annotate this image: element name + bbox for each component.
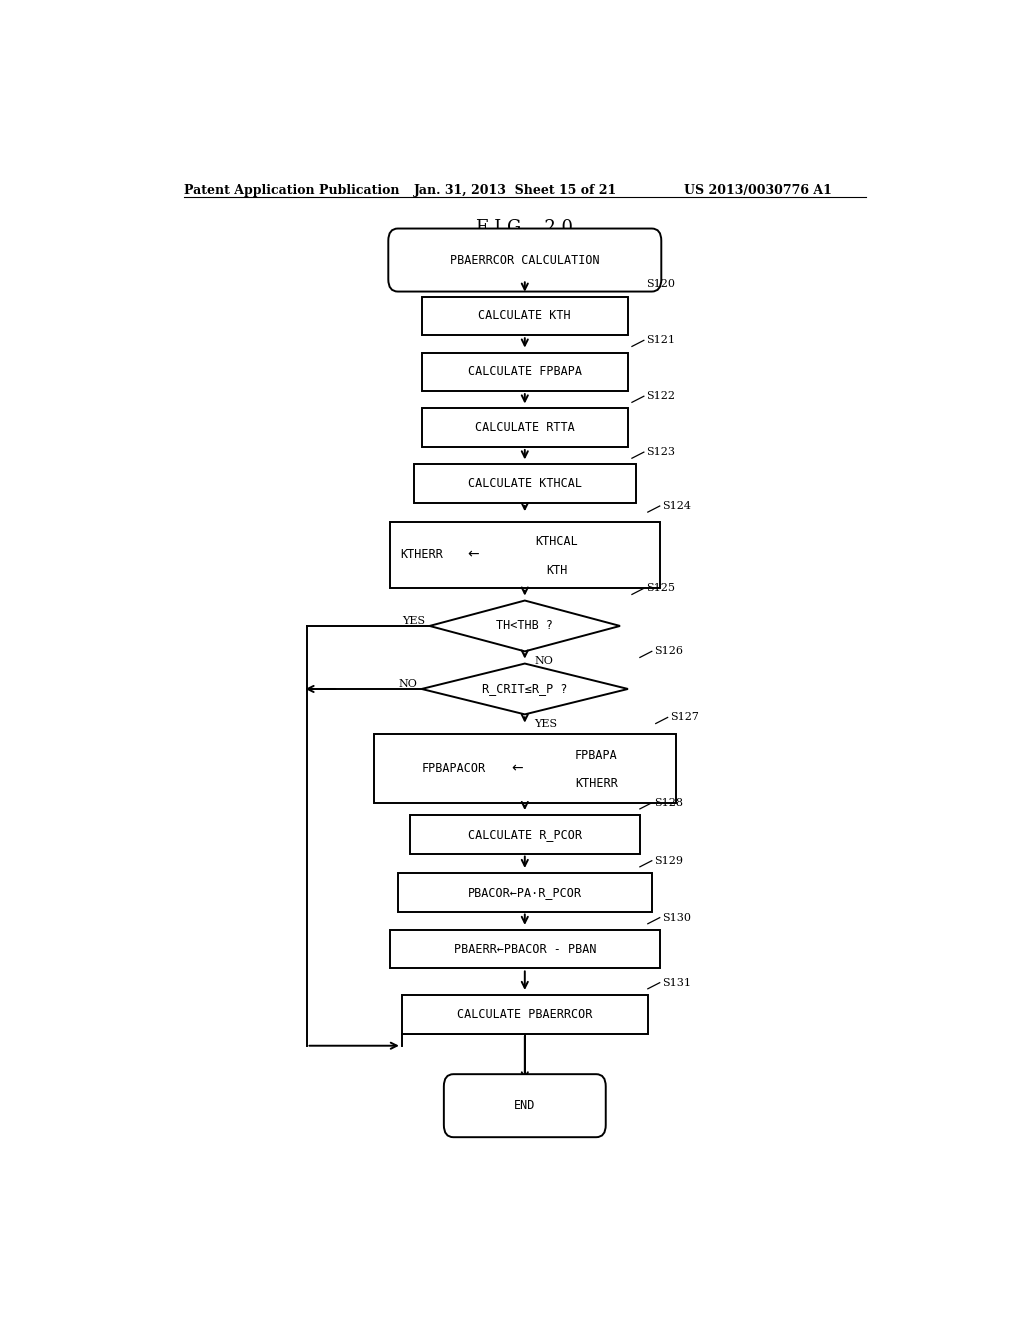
Bar — [410, 814, 640, 854]
Text: NO: NO — [535, 656, 553, 667]
Text: YES: YES — [535, 719, 557, 730]
Text: US 2013/0030776 A1: US 2013/0030776 A1 — [684, 183, 831, 197]
Bar — [390, 929, 659, 969]
Bar — [422, 297, 628, 335]
Text: CALCULATE KTHCAL: CALCULATE KTHCAL — [468, 477, 582, 490]
Text: S128: S128 — [654, 797, 683, 808]
Text: S123: S123 — [646, 447, 675, 457]
Text: S127: S127 — [670, 713, 699, 722]
Text: Jan. 31, 2013  Sheet 15 of 21: Jan. 31, 2013 Sheet 15 of 21 — [414, 183, 616, 197]
Text: S125: S125 — [646, 583, 675, 593]
Text: ←: ← — [511, 762, 522, 775]
Polygon shape — [430, 601, 620, 651]
Text: S124: S124 — [663, 502, 691, 511]
Text: F I G .  2 0: F I G . 2 0 — [476, 219, 573, 238]
Text: CALCULATE KTH: CALCULATE KTH — [478, 309, 571, 322]
Bar — [422, 408, 628, 447]
Text: CALCULATE FPBAPA: CALCULATE FPBAPA — [468, 366, 582, 379]
Text: END: END — [514, 1100, 536, 1113]
Text: YES: YES — [402, 616, 426, 626]
Text: S120: S120 — [646, 280, 675, 289]
Bar — [390, 521, 659, 587]
Bar — [397, 873, 651, 912]
Polygon shape — [422, 664, 628, 714]
Bar — [401, 995, 648, 1034]
Text: KTH: KTH — [546, 564, 567, 577]
Text: Patent Application Publication: Patent Application Publication — [183, 183, 399, 197]
Text: PBAERR←PBACOR - PBAN: PBAERR←PBACOR - PBAN — [454, 942, 596, 956]
Text: KTHERR: KTHERR — [574, 777, 617, 789]
Text: S131: S131 — [663, 978, 691, 987]
Text: S121: S121 — [646, 335, 675, 346]
Text: PBACOR←PA·R_PCOR: PBACOR←PA·R_PCOR — [468, 886, 582, 899]
Text: KTHCAL: KTHCAL — [536, 535, 578, 548]
Text: CALCULATE RTTA: CALCULATE RTTA — [475, 421, 574, 434]
Text: CALCULATE R_PCOR: CALCULATE R_PCOR — [468, 828, 582, 841]
Text: ←: ← — [467, 548, 479, 562]
Text: TH<THB ?: TH<THB ? — [497, 619, 553, 632]
Text: FPBAPA: FPBAPA — [574, 748, 617, 762]
Text: S126: S126 — [654, 647, 683, 656]
Bar — [422, 352, 628, 391]
FancyBboxPatch shape — [443, 1074, 606, 1138]
Text: FPBAPACOR: FPBAPACOR — [421, 762, 485, 775]
Text: NO: NO — [398, 678, 418, 689]
Text: R_CRIT≤R_P ?: R_CRIT≤R_P ? — [482, 682, 567, 696]
Bar — [374, 734, 676, 803]
Bar — [414, 465, 636, 503]
Text: S130: S130 — [663, 912, 691, 923]
Text: S122: S122 — [646, 391, 675, 401]
Text: CALCULATE PBAERRCOR: CALCULATE PBAERRCOR — [457, 1007, 593, 1020]
FancyBboxPatch shape — [388, 228, 662, 292]
Text: S129: S129 — [654, 855, 683, 866]
Text: PBAERRCOR CALCULATION: PBAERRCOR CALCULATION — [450, 253, 600, 267]
Text: KTHERR: KTHERR — [400, 548, 443, 561]
